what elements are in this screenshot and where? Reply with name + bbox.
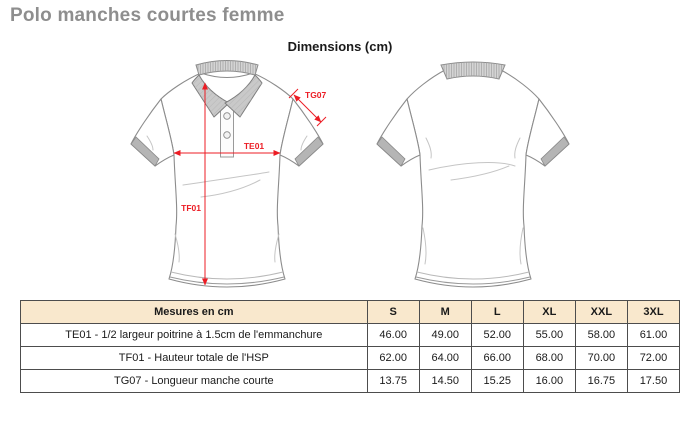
dim-tick	[316, 116, 327, 127]
value-cell: 66.00	[470, 346, 524, 370]
value-cell: 58.00	[574, 323, 628, 347]
front-wrinkles	[182, 171, 270, 186]
header-cell-size-s: S	[366, 300, 420, 324]
front-wrinkles	[174, 233, 180, 263]
back-wrinkles	[422, 227, 427, 265]
front-collar-right-flap-hatch	[225, 75, 262, 117]
table-row-tg07: TG07 - Longueur manche courte 13.75 14.5…	[20, 369, 681, 393]
table-row-te01: TE01 - 1/2 largeur poitrine à 1.5cm de l…	[20, 323, 681, 347]
size-table: Mesures en cm S M L XL XXL 3XL TE01 - 1/…	[20, 300, 681, 393]
value-cell: 61.00	[626, 323, 681, 347]
back-left-cuff	[376, 136, 406, 167]
header-cell-size-3xl: 3XL	[626, 300, 681, 324]
value-cell: 68.00	[522, 346, 576, 370]
back-wrinkles	[425, 137, 432, 159]
value-cell: 64.00	[418, 346, 472, 370]
back-wrinkles	[428, 162, 516, 171]
value-cell: 55.00	[522, 323, 576, 347]
front-wrinkles	[146, 135, 154, 151]
value-cell: 13.75	[366, 369, 420, 393]
button-icon	[223, 112, 231, 120]
back-wrinkles	[519, 227, 524, 265]
dim-label-te01: TE01	[244, 141, 265, 151]
polo-diagrams: TE01 TF01 TG07	[0, 58, 700, 296]
measure-label-cell: TE01 - 1/2 largeur poitrine à 1.5cm de l…	[20, 323, 368, 347]
front-right-cuff	[294, 136, 324, 167]
value-cell: 70.00	[574, 346, 628, 370]
table-row-tf01: TF01 - Hauteur totale de l'HSP 62.00 64.…	[20, 346, 681, 370]
front-collar-band-rib	[196, 60, 258, 75]
value-cell: 14.50	[418, 369, 472, 393]
front-left-cuff	[130, 136, 160, 167]
value-cell: 16.00	[522, 369, 576, 393]
button-icon	[223, 131, 231, 139]
table-header-row: Mesures en cm S M L XL XXL 3XL	[20, 300, 681, 324]
page-title: Polo manches courtes femme	[10, 5, 285, 26]
value-cell: 62.00	[366, 346, 420, 370]
front-hem-lower	[169, 276, 285, 285]
front-placket	[220, 101, 234, 158]
back-wrinkles	[514, 137, 521, 159]
value-cell: 16.75	[574, 369, 628, 393]
front-hem	[170, 271, 284, 280]
front-wrinkles	[274, 233, 280, 263]
header-cell-size-m: M	[418, 300, 472, 324]
dimensions-heading: Dimensions (cm)	[287, 39, 393, 54]
header-cell-measures: Mesures en cm	[20, 300, 368, 324]
polo-back-diagram	[376, 61, 570, 288]
polo-front-diagram: TE01 TF01 TG07	[130, 60, 327, 288]
back-collar-band-rib	[441, 62, 505, 79]
header-cell-size-xxl: XXL	[574, 300, 628, 324]
dim-tick	[288, 88, 299, 99]
header-cell-size-l: L	[470, 300, 524, 324]
dim-label-tf01: TF01	[181, 203, 201, 213]
dim-label-tg07: TG07	[305, 90, 327, 100]
back-wrinkles	[450, 165, 510, 181]
front-collar-left-flap-hatch	[192, 75, 229, 117]
back-hem	[416, 271, 530, 280]
measure-label-cell: TG07 - Longueur manche courte	[20, 369, 368, 393]
dim-line-tg07	[293, 94, 322, 123]
value-cell: 46.00	[366, 323, 420, 347]
value-cell: 15.25	[470, 369, 524, 393]
value-cell: 49.00	[418, 323, 472, 347]
back-hem-lower	[415, 276, 531, 285]
back-body	[406, 69, 540, 288]
measure-label-cell: TF01 - Hauteur totale de l'HSP	[20, 346, 368, 370]
value-cell: 17.50	[626, 369, 681, 393]
back-right-cuff	[540, 136, 570, 167]
value-cell: 52.00	[470, 323, 524, 347]
front-wrinkles	[300, 135, 308, 151]
value-cell: 72.00	[626, 346, 681, 370]
header-cell-size-xl: XL	[522, 300, 576, 324]
